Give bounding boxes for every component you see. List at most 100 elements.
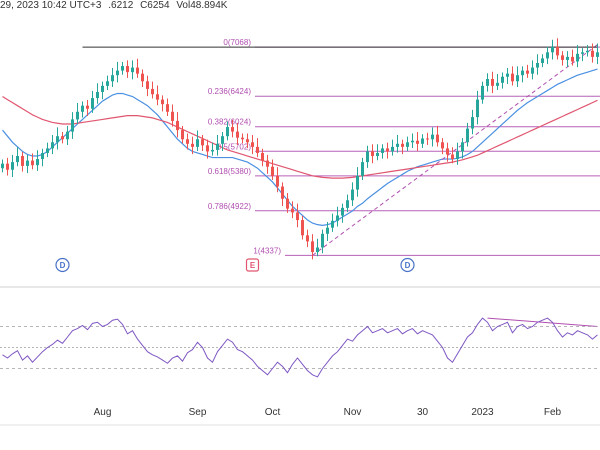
candle-body	[486, 79, 489, 86]
candle-body	[206, 145, 209, 152]
price-trendline	[312, 44, 598, 256]
candle	[191, 136, 194, 155]
candle-body	[236, 131, 239, 138]
ma-slow-line	[2, 96, 598, 179]
rsi-trendline	[487, 317, 598, 327]
candle	[261, 148, 264, 167]
candle-body	[51, 142, 54, 149]
candle	[401, 139, 404, 155]
header-volume: Vol48.894K	[176, 0, 228, 11]
candle	[386, 142, 389, 159]
candle	[531, 60, 534, 80]
candle-body	[376, 152, 379, 157]
candle-body	[21, 156, 24, 166]
candle-body	[531, 67, 534, 74]
candle	[286, 192, 289, 213]
candle	[251, 135, 254, 155]
candle	[61, 131, 64, 144]
candle-body	[351, 189, 354, 201]
candle-body	[281, 186, 284, 199]
candle	[556, 38, 559, 60]
candle	[41, 148, 44, 167]
candle	[461, 138, 464, 159]
candle	[31, 153, 34, 170]
candle-body	[11, 162, 14, 170]
candle-body	[371, 151, 374, 157]
candle-body	[306, 235, 309, 242]
candle	[341, 203, 344, 223]
candle	[226, 121, 229, 141]
candle	[451, 147, 454, 164]
candle-body	[311, 241, 314, 253]
candle	[56, 127, 59, 150]
rsi-panel[interactable]	[0, 317, 600, 378]
candle	[181, 125, 184, 144]
candle	[521, 66, 524, 83]
candle-body	[561, 55, 564, 60]
candle	[506, 67, 509, 84]
candle	[201, 135, 204, 152]
candle-body	[436, 134, 439, 143]
candle-body	[446, 148, 449, 155]
candle	[561, 51, 564, 66]
candle	[1, 159, 4, 173]
candle-body	[71, 119, 74, 132]
candle-body	[146, 81, 149, 89]
candle-body	[16, 156, 19, 163]
candle-body	[511, 73, 514, 82]
dividend-marker-icon	[55, 257, 70, 273]
x-axis: Aug Sep Oct Nov 30 2023 Feb	[94, 407, 562, 418]
header-close: C6254	[140, 0, 170, 11]
candle-body	[556, 46, 559, 56]
candle-body	[536, 62, 539, 68]
candle	[371, 144, 374, 164]
candle	[516, 66, 519, 88]
candle	[566, 51, 569, 68]
candle-body	[186, 139, 189, 144]
fib-level-label: 0(7068)	[223, 38, 251, 47]
candle-body	[596, 52, 599, 57]
candle-body	[271, 166, 274, 176]
candle-body	[431, 134, 434, 140]
candle-body	[226, 127, 229, 137]
event-marker-dividend: D	[400, 257, 415, 273]
candle-body	[31, 160, 34, 166]
candle	[421, 134, 424, 149]
candle	[576, 45, 579, 68]
candle-body	[411, 140, 414, 143]
candle-body	[246, 139, 249, 143]
candle-body	[86, 105, 89, 109]
candle-body	[401, 143, 404, 147]
candle-body	[326, 227, 329, 234]
candle-body	[426, 138, 429, 140]
x-tick-label: 2023	[471, 407, 494, 418]
candle	[366, 145, 369, 168]
candle-body	[386, 148, 389, 152]
candle	[581, 48, 584, 62]
candle-body	[481, 85, 484, 100]
candle	[206, 139, 209, 159]
candle-body	[586, 50, 589, 53]
candle-body	[171, 111, 174, 121]
fib-level-label: 0.382(6024)	[208, 118, 251, 127]
candle	[591, 43, 594, 63]
price-panel[interactable]: 0(7068) 0.236(6424) 0.382(6024) 0.5(5702) 0.…	[1, 38, 600, 273]
candle-body	[296, 212, 299, 221]
candle	[501, 72, 504, 89]
candle-body	[256, 146, 259, 153]
candle-body	[121, 66, 124, 71]
candle	[241, 133, 244, 144]
candle-body	[336, 215, 339, 221]
candle-body	[231, 127, 234, 132]
candle-body	[406, 142, 409, 147]
candle-body	[516, 75, 519, 82]
candle	[301, 215, 304, 240]
candle	[276, 167, 279, 193]
x-tick-label: Oct	[265, 407, 281, 418]
fib-level-label: 0.5(5702)	[217, 142, 252, 151]
candle-body	[126, 66, 129, 73]
candle-body	[56, 136, 59, 143]
candle-body	[116, 70, 119, 76]
candle	[81, 101, 84, 118]
